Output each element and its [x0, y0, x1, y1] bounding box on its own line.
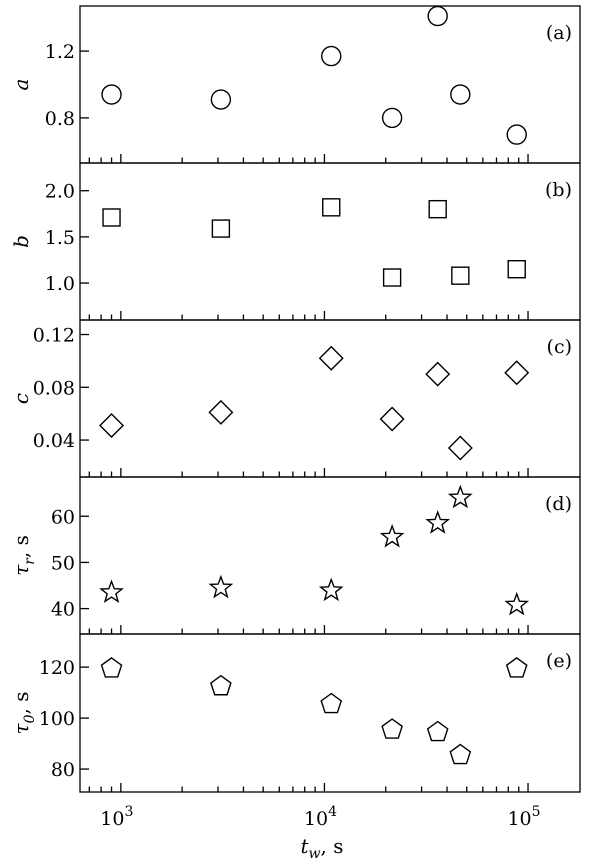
x-tick-label: 103 [100, 804, 133, 830]
data-point-star [379, 524, 405, 548]
data-point-square [428, 199, 447, 219]
panel-frame [79, 162, 581, 321]
y-axis-label: τr, s [9, 535, 38, 576]
data-point-pentagon [100, 657, 123, 678]
panel-frame [79, 633, 581, 793]
data-point-circle [450, 84, 471, 105]
data-point-star [447, 484, 473, 509]
panel-c: 0.04 0.08 0.12 c (c) [9, 319, 581, 478]
data-point-diamond [379, 406, 405, 432]
data-point-star [504, 591, 530, 616]
panel-frame [79, 319, 581, 478]
data-point-pentagon [210, 674, 232, 696]
data-point-square [211, 219, 231, 238]
data-point-star [208, 574, 234, 599]
y-axis-label: c [9, 393, 33, 404]
panel-frame [79, 476, 581, 635]
data-point-diamond [447, 435, 473, 461]
data-point-star [425, 510, 451, 534]
data-point-circle [101, 84, 122, 105]
data-point-square [322, 198, 341, 217]
y-tick-label: 1.0 [45, 273, 75, 295]
y-tick-label: 120 [39, 657, 75, 679]
x-axis-label: tw, s [300, 834, 343, 861]
data-point-pentagon [449, 743, 472, 765]
data-point-star [99, 579, 124, 603]
y-tick-label: 0.08 [33, 377, 75, 399]
data-point-pentagon [381, 718, 403, 739]
data-point-star [318, 577, 344, 602]
data-point-diamond [425, 361, 451, 387]
data-point-circle [321, 45, 342, 67]
data-point-diamond [208, 399, 234, 425]
y-tick-label: 40 [51, 599, 75, 621]
data-point-circle [381, 107, 403, 129]
y-tick-label: 50 [51, 552, 75, 574]
panel-b: 1.0 1.5 2.0 b (b) [9, 162, 581, 321]
y-tick-label: 0.04 [33, 430, 75, 452]
panel-label: (e) [546, 650, 572, 672]
panel-frame [79, 5, 581, 164]
y-tick-label: 1.2 [45, 41, 75, 63]
y-axis-label: b [9, 235, 33, 248]
y-axis-label: τ0, s [9, 692, 38, 735]
data-point-diamond [504, 360, 530, 386]
panel-label: (b) [545, 179, 572, 201]
x-tick-label: 104 [304, 804, 337, 830]
y-axis-label: a [9, 79, 33, 91]
y-tick-label: 100 [39, 708, 75, 730]
data-point-circle [427, 5, 448, 27]
y-tick-label: 60 [51, 506, 75, 528]
data-point-square [451, 266, 470, 285]
y-tick-label: 2.0 [45, 181, 75, 203]
data-point-pentagon [505, 657, 528, 678]
data-point-diamond [99, 413, 125, 439]
x-tick-label: 105 [507, 804, 540, 830]
y-tick-label: 0.8 [45, 108, 75, 130]
panel-d: 40 50 60 τr, s (d) [9, 476, 581, 635]
y-tick-label: 0.12 [33, 325, 75, 347]
panel-a: 0.8 1.2 a (a) [9, 5, 581, 164]
panel-label: (d) [545, 493, 572, 515]
data-point-circle [210, 89, 232, 110]
data-point-diamond [318, 345, 344, 371]
data-point-pentagon [426, 720, 449, 742]
data-point-square [382, 268, 402, 287]
panel-label: (a) [546, 22, 572, 44]
data-point-square [507, 260, 526, 279]
panel-label: (c) [547, 336, 572, 358]
data-point-pentagon [320, 692, 343, 714]
data-point-square [102, 208, 121, 227]
y-tick-label: 1.5 [45, 227, 75, 249]
data-point-circle [506, 124, 527, 145]
y-tick-label: 80 [51, 759, 75, 781]
